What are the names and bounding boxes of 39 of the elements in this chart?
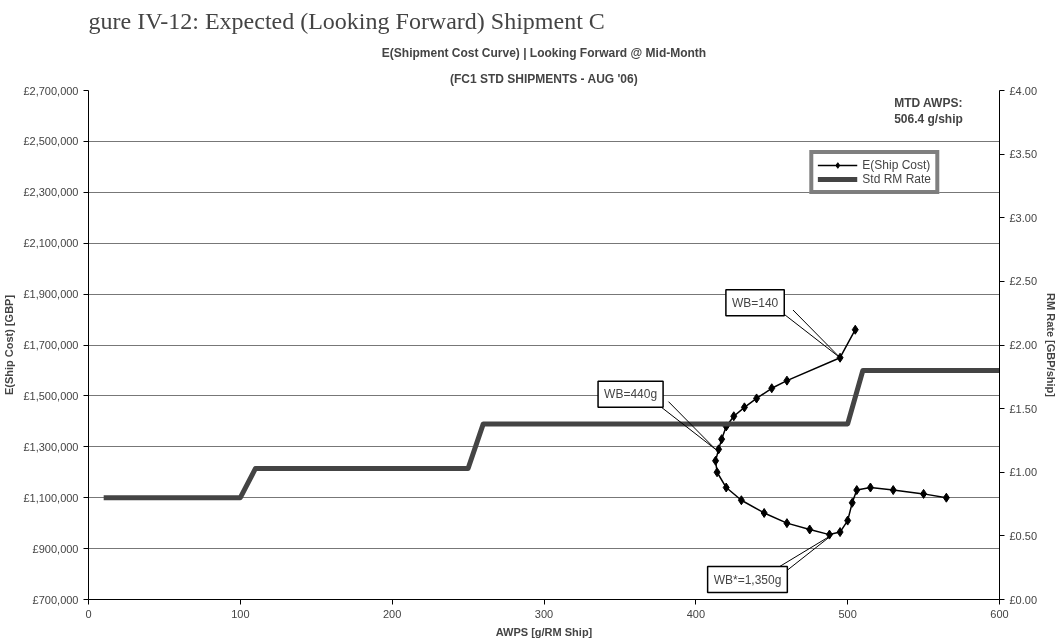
y2-tick-label: £4.00 [1009, 84, 1038, 97]
annotation: WB=140 [731, 295, 779, 310]
y-tick-label: £1,700,000 [23, 339, 79, 351]
x-tick-label: 0 [85, 607, 92, 620]
y-tick-label: £2,700,000 [23, 84, 79, 97]
text: gure IV-12: Expected (Looking Forward) Shipment C [88, 7, 605, 34]
y2-axis-title: RM Rate [GBP/ship] [1045, 293, 1058, 398]
y2-tick-label: £1.50 [1009, 402, 1038, 415]
x-tick-label: 200 [382, 607, 402, 620]
x-tick-label: 100 [231, 607, 250, 620]
y-tick-label: £700,000 [32, 593, 79, 606]
x-tick-label: 400 [686, 607, 706, 620]
y2-tick-label: £3.50 [1009, 148, 1038, 161]
x-axis-title: AWPS [g/RM Ship] [495, 625, 593, 638]
y-tick-label: £2,500,000 [23, 135, 79, 148]
legend-label: E(Ship Cost) [862, 158, 931, 172]
y2-tick-label: £0.00 [1009, 593, 1038, 606]
y2-tick-label: £0.50 [1009, 529, 1038, 542]
y2-tick-label: £1.00 [1009, 466, 1038, 479]
annotation: WB*=1,350g [713, 572, 782, 587]
y2-tick-label: £2.00 [1009, 339, 1038, 351]
legend-label: Std RM Rate [862, 172, 931, 186]
y-tick-label: £2,300,000 [23, 186, 79, 199]
y-tick-label: £900,000 [32, 542, 79, 555]
x-tick-label: 300 [534, 607, 554, 620]
x-tick-label: 600 [990, 607, 1009, 620]
annotation: WB=440g [604, 387, 658, 402]
annotation: MTD AWPS: 506.4 g/ship [894, 95, 963, 126]
chart-subtitle: (FC1 STD SHIPMENTS - AUG '06) [449, 71, 638, 86]
chart-title: E(Shipment Cost Curve) | Looking Forward @ Mid-Month [381, 45, 707, 60]
y-tick-label: £1,100,000 [23, 491, 79, 504]
y-tick-label: £1,500,000 [23, 389, 79, 402]
y-axis-title: E(Ship Cost) [GBP] [3, 294, 16, 396]
y-tick-label: £1,300,000 [23, 440, 79, 453]
x-tick-label: 500 [838, 607, 857, 620]
y-tick-label: £2,100,000 [23, 237, 79, 250]
y2-tick-label: £2.50 [1009, 275, 1038, 288]
y-tick-label: £1,900,000 [23, 288, 79, 301]
y2-tick-label: £3.00 [1009, 211, 1038, 224]
